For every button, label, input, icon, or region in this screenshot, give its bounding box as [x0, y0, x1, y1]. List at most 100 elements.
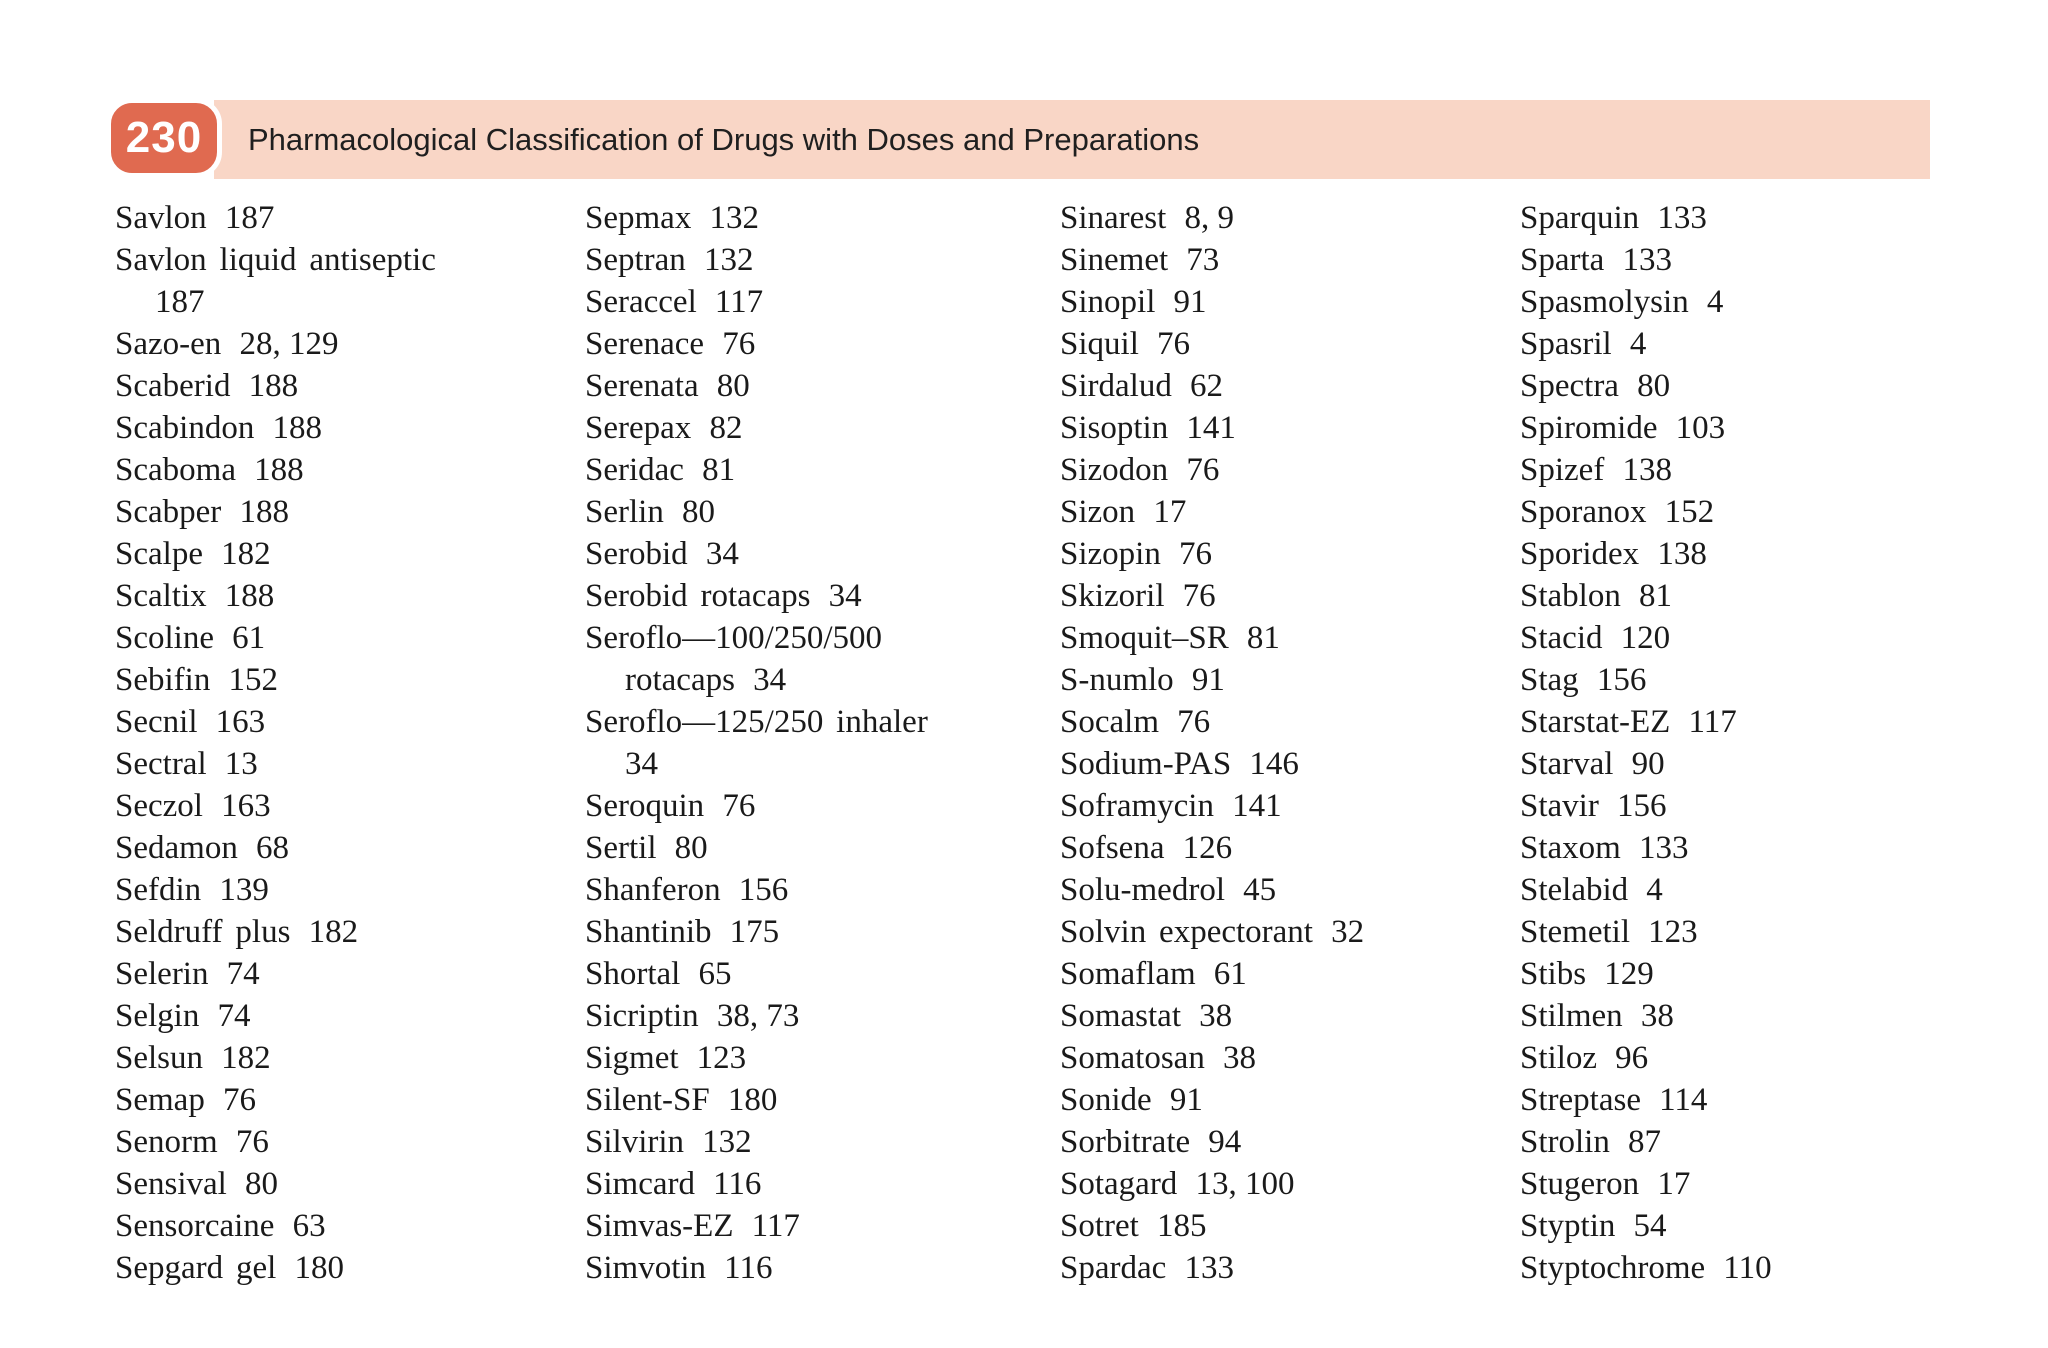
- index-entry: Sinemet 73: [1060, 239, 1520, 281]
- page-ref: 185: [1156, 1208, 1207, 1244]
- drug-name: Sirdalud: [1060, 368, 1172, 404]
- index-entry: Siquil 76: [1060, 323, 1520, 365]
- drug-name: Somastat: [1060, 998, 1181, 1034]
- index-entry: Stag 156: [1520, 659, 1933, 701]
- drug-name: Septran: [585, 242, 686, 278]
- page-ref: 156: [738, 872, 789, 908]
- page-ref: 80: [716, 368, 750, 404]
- page-ref: 123: [696, 1040, 747, 1076]
- drug-name: Seroflo—100/250/500: [585, 620, 882, 656]
- drug-name: Styptin: [1520, 1208, 1616, 1244]
- drug-name: Sazo-en: [115, 326, 222, 362]
- drug-name: Sinopil: [1060, 284, 1156, 320]
- drug-name: Sizopin: [1060, 536, 1161, 572]
- drug-name: Stelabid: [1520, 872, 1629, 908]
- index-entry: Scaboma 188: [115, 449, 585, 491]
- page-ref: 68: [255, 830, 289, 866]
- page-ref: 81: [1246, 620, 1280, 656]
- page-number-badge: 230: [106, 98, 222, 178]
- index-column: Sparquin 133 Sparta 133 Spasmolysin 4 Spasril 4…: [1520, 197, 1933, 1289]
- drug-name: Scaltix: [115, 578, 207, 614]
- drug-name: Semap: [115, 1082, 205, 1118]
- page-ref: 34: [625, 746, 658, 782]
- index-entry: Spectra 80: [1520, 365, 1933, 407]
- drug-name: Sigmet: [585, 1040, 679, 1076]
- drug-name: Sorbitrate: [1060, 1124, 1191, 1160]
- drug-name: Starval: [1520, 746, 1614, 782]
- drug-name: Serobid rotacaps: [585, 578, 811, 614]
- page-ref: 61: [1213, 956, 1247, 992]
- index-entry: Sicriptin 38, 73: [585, 995, 1060, 1037]
- index-columns: Savlon 187 Savlon liquid antiseptic 187 Sazo…: [115, 197, 1933, 1289]
- drug-name: Sotret: [1060, 1208, 1139, 1244]
- index-entry: Savlon 187: [115, 197, 585, 239]
- page-ref: 32: [1331, 914, 1365, 950]
- index-entry: Solvin expectorant 32: [1060, 911, 1520, 953]
- drug-name: Sensorcaine: [115, 1208, 275, 1244]
- index-entry: Starval 90: [1520, 743, 1933, 785]
- drug-name: Somaflam: [1060, 956, 1196, 992]
- index-entry: Scaberid 188: [115, 365, 585, 407]
- page-ref: 13, 100: [1195, 1166, 1295, 1202]
- index-entry: Sirdalud 62: [1060, 365, 1520, 407]
- drug-name: Silvirin: [585, 1124, 685, 1160]
- page-ref: 76: [722, 326, 756, 362]
- page-ref: 182: [221, 536, 271, 572]
- page-ref: 38: [1199, 998, 1233, 1034]
- drug-name: Sizodon: [1060, 452, 1169, 488]
- index-entry: Scaltix 188: [115, 575, 585, 617]
- page-ref: 81: [1638, 578, 1672, 614]
- index-entry: Stavir 156: [1520, 785, 1933, 827]
- index-entry: Shantinib 175: [585, 911, 1060, 953]
- drug-name: Stablon: [1520, 578, 1621, 614]
- page-ref: 152: [228, 662, 278, 698]
- drug-name: Stugeron: [1520, 1166, 1640, 1202]
- drug-name: Stemetil: [1520, 914, 1630, 950]
- page-ref: 62: [1189, 368, 1223, 404]
- page-ref: 65: [698, 956, 732, 992]
- index-entry: Scalpe 182: [115, 533, 585, 575]
- index-entry: 34: [585, 743, 1060, 785]
- drug-name: Spasmolysin: [1520, 284, 1689, 320]
- page-ref: 139: [219, 872, 269, 908]
- index-entry: Serepax 82: [585, 407, 1060, 449]
- index-entry: Stiloz 96: [1520, 1037, 1933, 1079]
- index-entry: Sefdin 139: [115, 869, 585, 911]
- page-ref: 163: [215, 704, 266, 740]
- page-ref: 61: [232, 620, 266, 656]
- drug-name: Staxom: [1520, 830, 1621, 866]
- drug-name: Selsun: [115, 1040, 204, 1076]
- page-ref: 129: [1604, 956, 1654, 992]
- page-ref: 76: [1177, 704, 1211, 740]
- index-entry: Sizopin 76: [1060, 533, 1520, 575]
- page-ref: 54: [1633, 1208, 1667, 1244]
- page-ref: 156: [1596, 662, 1647, 698]
- page-ref: 91: [1173, 284, 1207, 320]
- index-entry: Sertil 80: [585, 827, 1060, 869]
- drug-name: Sepmax: [585, 200, 692, 236]
- index-entry: Septran 132: [585, 239, 1060, 281]
- index-entry: Selsun 182: [115, 1037, 585, 1079]
- index-entry: Starstat-EZ 117: [1520, 701, 1933, 743]
- page-ref: 91: [1191, 662, 1225, 698]
- page-ref: 132: [709, 200, 759, 236]
- page-ref: 76: [722, 788, 756, 824]
- page-ref: 74: [226, 956, 260, 992]
- index-entry: Sporidex 138: [1520, 533, 1933, 575]
- drug-name: Siquil: [1060, 326, 1139, 362]
- page-ref: 80: [674, 830, 708, 866]
- index-entry: Sensorcaine 63: [115, 1205, 585, 1247]
- index-entry: Sotagard 13, 100: [1060, 1163, 1520, 1205]
- index-entry: Styptin 54: [1520, 1205, 1933, 1247]
- index-entry: Selerin 74: [115, 953, 585, 995]
- index-entry: Somaflam 61: [1060, 953, 1520, 995]
- page-ref: 38: [1640, 998, 1674, 1034]
- page-ref: 38, 73: [716, 998, 800, 1034]
- index-entry: Stilmen 38: [1520, 995, 1933, 1037]
- page-ref: 103: [1675, 410, 1726, 446]
- index-entry: Sisoptin 141: [1060, 407, 1520, 449]
- drug-name: Savlon liquid antiseptic: [115, 242, 436, 278]
- drug-name: Soframycin: [1060, 788, 1214, 824]
- page-ref: 188: [224, 578, 275, 614]
- index-entry: Sinarest 8, 9: [1060, 197, 1520, 239]
